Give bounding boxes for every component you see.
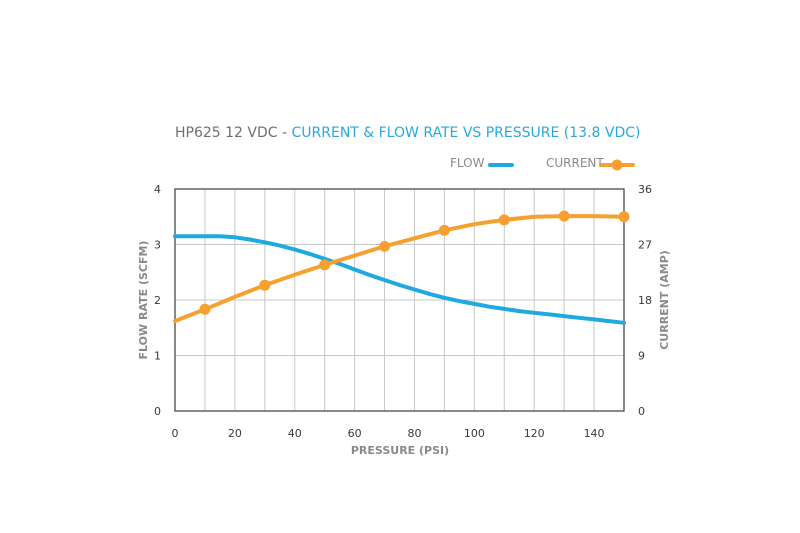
y-right-tick-label: 36	[638, 183, 652, 196]
series-point-current	[618, 211, 630, 223]
x-tick-label: 120	[524, 427, 545, 440]
x-tick-labels: 0 20 40 60 80 100 120 140	[172, 427, 605, 440]
x-tick-label: 0	[172, 427, 179, 440]
chart-title-main: CURRENT & FLOW RATE VS PRESSURE (13.8 VD…	[292, 125, 641, 141]
y-left-tick-label: 4	[154, 183, 161, 196]
y-right-tick-label: 9	[638, 350, 645, 363]
grid-lines	[175, 189, 624, 411]
series-line-flow	[173, 234, 626, 325]
legend: FLOW CURRENT	[450, 156, 635, 171]
y-right-axis-label: CURRENT (AMP)	[658, 250, 671, 350]
series-point-current	[438, 224, 450, 236]
x-tick-label: 80	[407, 427, 421, 440]
series-line-current	[173, 214, 626, 323]
y-left-axis-label: FLOW RATE (SCFM)	[137, 241, 150, 360]
legend-flow-label: FLOW	[450, 156, 485, 170]
legend-current-marker	[611, 159, 623, 171]
x-tick-label: 20	[228, 427, 242, 440]
plot-frame	[174, 188, 625, 412]
y-right-tick-labels: 0 9 18 27 36	[638, 183, 652, 418]
y-left-tick-label: 3	[154, 239, 161, 252]
x-tick-label: 40	[288, 427, 302, 440]
series-point-current	[259, 279, 271, 291]
legend-current-label: CURRENT	[546, 156, 604, 170]
y-left-tick-label: 0	[154, 405, 161, 418]
series-point-current	[498, 214, 510, 226]
chart-title-prefix: HP625 12 VDC -	[175, 125, 292, 141]
x-tick-label: 140	[584, 427, 605, 440]
series-point-current	[319, 259, 331, 271]
y-left-tick-labels: 0 1 2 3 4	[154, 183, 161, 418]
y-right-tick-label: 0	[638, 405, 645, 418]
series-point-current	[199, 303, 211, 315]
x-tick-label: 100	[464, 427, 485, 440]
series-point-current	[379, 240, 391, 252]
y-right-tick-label: 18	[638, 294, 652, 307]
x-tick-label: 60	[348, 427, 362, 440]
chart-title: HP625 12 VDC - CURRENT & FLOW RATE VS PR…	[175, 125, 640, 141]
y-left-tick-label: 1	[154, 350, 161, 363]
y-left-tick-label: 2	[154, 294, 161, 307]
y-right-tick-label: 27	[638, 239, 652, 252]
x-axis-label: PRESSURE (PSI)	[351, 444, 449, 457]
series-layer	[173, 210, 630, 325]
series-point-current	[558, 210, 570, 222]
